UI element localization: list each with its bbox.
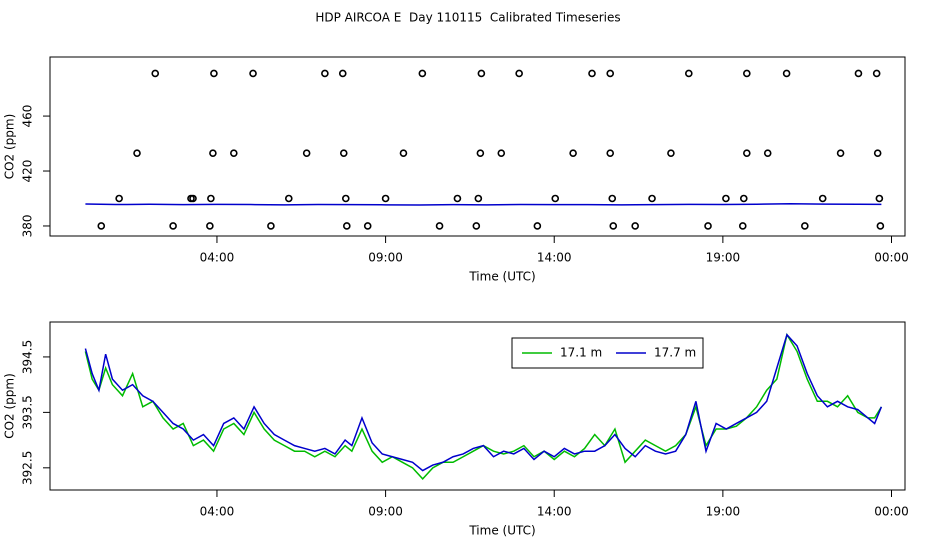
x-axis-label: Time (UTC): [468, 524, 535, 538]
data-point: [722, 194, 730, 203]
data-point: [399, 149, 408, 157]
x-tick-label: 04:00: [200, 505, 235, 519]
series-line: [84, 332, 883, 481]
data-point: [588, 69, 596, 78]
data-point: [872, 69, 881, 78]
data-point: [435, 222, 444, 230]
data-point: [533, 222, 542, 230]
data-point: [739, 194, 748, 203]
data-point: [873, 149, 882, 157]
data-point: [302, 149, 311, 157]
data-point: [472, 222, 481, 230]
data-point: [875, 194, 884, 203]
x-tick-label: 14:00: [537, 251, 572, 265]
data-point: [704, 222, 712, 230]
y-tick-label: 394.5: [21, 340, 35, 374]
data-point: [341, 194, 350, 203]
data-point: [609, 222, 618, 230]
data-point: [876, 222, 885, 230]
series-line: [85, 202, 882, 206]
data-point: [743, 69, 751, 78]
data-point: [497, 149, 506, 157]
data-point: [115, 194, 123, 203]
y-tick-label: 420: [21, 160, 35, 183]
data-point: [515, 69, 523, 78]
data-point: [763, 149, 772, 157]
data-point: [551, 194, 560, 203]
data-point: [854, 69, 863, 78]
x-tick-label: 19:00: [706, 251, 741, 265]
legend-label: 17.1 m: [560, 346, 602, 360]
data-point: [207, 194, 215, 203]
plot-frame: [49, 321, 906, 491]
data-point: [608, 194, 617, 203]
y-tick-label: 380: [21, 215, 35, 238]
data-point: [474, 194, 483, 203]
data-point: [339, 149, 348, 157]
data-point: [685, 69, 693, 78]
y-tick-label: 392.5: [21, 451, 35, 485]
data-point: [151, 69, 160, 78]
x-tick-label: 19:00: [706, 505, 741, 519]
y-axis-label: CO2 (ppm): [3, 114, 17, 180]
data-point: [209, 149, 217, 157]
data-point: [606, 149, 615, 157]
data-point: [230, 149, 238, 157]
y-tick-label: 460: [21, 105, 35, 128]
data-point: [648, 194, 656, 203]
data-point: [189, 194, 197, 203]
page-title: HDP AIRCOA E Day 110115 Calibrated Times…: [315, 11, 620, 25]
data-point: [453, 194, 462, 203]
data-point: [782, 69, 791, 78]
data-point: [321, 69, 329, 78]
data-point: [818, 194, 827, 203]
data-point: [801, 222, 809, 230]
data-point: [249, 69, 257, 78]
y-tick-label: 393.5: [21, 395, 35, 429]
data-point: [169, 222, 177, 230]
series-line: [84, 333, 883, 472]
x-axis-label: Time (UTC): [468, 270, 535, 284]
data-point: [738, 222, 747, 230]
data-point: [569, 149, 577, 157]
data-point: [631, 222, 639, 230]
data-point: [476, 149, 485, 157]
data-point: [343, 222, 351, 230]
plot-frame: [49, 56, 906, 237]
data-point: [363, 222, 372, 230]
x-tick-label: 04:00: [200, 251, 235, 265]
data-point: [836, 149, 845, 157]
data-point: [743, 149, 751, 157]
data-point: [206, 222, 214, 230]
data-point: [210, 69, 218, 78]
x-tick-label: 00:00: [874, 251, 909, 265]
x-tick-label: 00:00: [874, 505, 909, 519]
data-point: [606, 69, 615, 78]
data-point: [338, 69, 347, 78]
data-point: [667, 149, 675, 157]
data-point: [284, 194, 293, 203]
legend-label: 17.7 m: [654, 346, 696, 360]
data-point: [381, 194, 390, 203]
data-point: [267, 222, 275, 230]
data-point: [418, 69, 427, 78]
x-tick-label: 09:00: [368, 505, 403, 519]
data-point: [477, 69, 486, 78]
y-axis-label: CO2 (ppm): [3, 373, 17, 439]
data-point: [133, 149, 141, 157]
x-tick-label: 09:00: [368, 251, 403, 265]
data-point: [97, 222, 106, 230]
x-tick-label: 14:00: [537, 505, 572, 519]
